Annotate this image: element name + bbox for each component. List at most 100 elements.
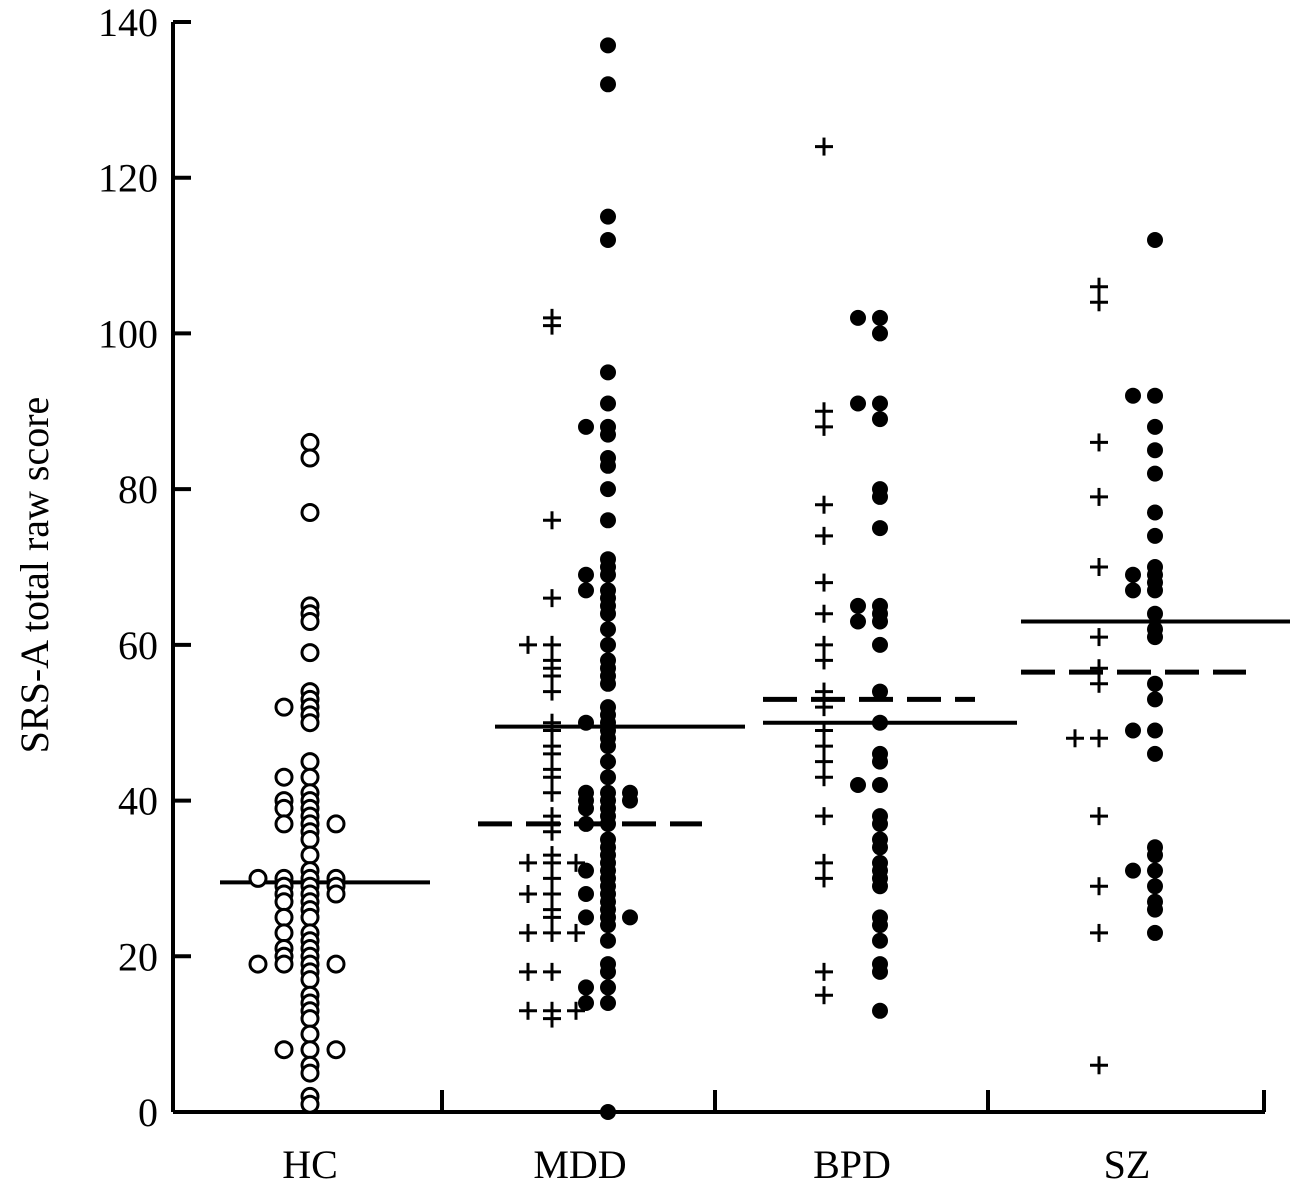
x-tick-label: BPD xyxy=(813,1142,891,1187)
filled-circle-point xyxy=(600,512,616,529)
plus-point xyxy=(1090,433,1108,452)
filled-circle-point xyxy=(872,395,888,412)
filled-circle-point xyxy=(872,309,888,326)
plus-point xyxy=(519,1001,537,1020)
y-tick-label: 80 xyxy=(118,467,158,512)
filled-circle-point xyxy=(600,738,616,755)
filled-circle-point xyxy=(578,800,594,817)
open-circle-point xyxy=(274,1040,294,1060)
plus-point xyxy=(815,604,833,623)
filled-circle-point xyxy=(872,613,888,630)
x-tick-label: MDD xyxy=(533,1142,626,1187)
filled-circle-point xyxy=(578,909,594,926)
filled-circle-point xyxy=(600,395,616,412)
open-circle-point xyxy=(300,752,320,772)
filled-circle-point xyxy=(850,309,866,326)
plus-point xyxy=(815,752,833,771)
filled-circle-point xyxy=(872,520,888,537)
plus-point xyxy=(543,885,561,903)
plus-point xyxy=(1090,674,1108,693)
filled-circle-point xyxy=(1147,582,1163,599)
open-circle-point xyxy=(248,868,268,888)
plus-point xyxy=(567,1001,585,1020)
filled-circle-point xyxy=(872,411,888,428)
axis-layer xyxy=(171,20,1266,1114)
filled-circle-point xyxy=(1147,387,1163,404)
y-tick-label: 40 xyxy=(118,779,158,824)
plus-point xyxy=(543,316,561,335)
open-circle-point xyxy=(274,923,294,943)
y-tick-label: 140 xyxy=(98,0,158,45)
plus-point xyxy=(567,923,585,942)
filled-circle-point xyxy=(872,932,888,949)
open-circle-point xyxy=(300,503,320,522)
filled-circle-point xyxy=(1147,745,1163,762)
open-circle-point xyxy=(300,767,320,787)
filled-circle-point xyxy=(1147,691,1163,708)
marker-layer xyxy=(248,37,1163,1120)
plus-point xyxy=(567,853,585,872)
open-circle-point xyxy=(300,448,320,468)
plus-point xyxy=(815,526,833,545)
plus-point xyxy=(543,635,561,654)
plus-point xyxy=(815,635,833,654)
filled-circle-point xyxy=(600,917,616,934)
filled-circle-point xyxy=(600,559,616,575)
open-circle-point xyxy=(274,814,294,834)
plus-point xyxy=(815,962,833,981)
filled-circle-point xyxy=(600,979,616,996)
y-tick-label: 20 xyxy=(118,934,158,979)
plus-point xyxy=(1066,729,1084,748)
filled-circle-point xyxy=(578,566,594,583)
filled-circle-point xyxy=(872,714,888,731)
open-circle-point xyxy=(326,954,346,974)
plus-point xyxy=(543,962,561,981)
open-circle-point xyxy=(300,713,320,733)
y-tick-label: 120 xyxy=(98,156,158,201)
filled-circle-point xyxy=(872,753,888,770)
plus-point xyxy=(543,511,561,530)
filled-circle-point xyxy=(872,1002,888,1019)
x-tick-label: SZ xyxy=(1104,1142,1151,1187)
filled-circle-point xyxy=(578,886,594,902)
open-circle-point xyxy=(274,798,294,818)
filled-circle-point xyxy=(600,932,616,949)
filled-circle-point xyxy=(1125,566,1141,583)
plus-point xyxy=(815,698,833,717)
open-circle-point xyxy=(274,697,294,717)
open-circle-point xyxy=(300,830,320,849)
open-circle-point xyxy=(248,954,268,974)
y-tick-label: 0 xyxy=(138,1090,158,1135)
plus-point xyxy=(1090,293,1108,312)
plus-point xyxy=(1090,558,1108,576)
plus-point xyxy=(519,853,537,872)
y-tick-label: 60 xyxy=(118,623,158,668)
open-circle-point xyxy=(274,767,294,787)
filled-circle-point xyxy=(1147,862,1163,879)
filled-circle-point xyxy=(850,597,866,614)
plus-point xyxy=(1090,1056,1108,1075)
filled-circle-point xyxy=(872,777,888,793)
plus-point xyxy=(815,573,833,592)
filled-circle-point xyxy=(1125,722,1141,739)
open-circle-point xyxy=(300,432,320,452)
plus-point xyxy=(1090,807,1108,826)
filled-circle-point xyxy=(1147,527,1163,544)
plus-point xyxy=(815,853,833,872)
open-circle-point xyxy=(326,884,346,904)
filled-circle-point xyxy=(1147,878,1163,895)
filled-circle-point xyxy=(1147,605,1163,622)
plus-point xyxy=(815,869,833,888)
plus-point xyxy=(543,744,561,763)
filled-circle-point xyxy=(600,76,616,93)
filled-circle-point xyxy=(622,792,638,809)
filled-circle-point xyxy=(622,909,638,926)
y-axis-label: SRS-A total raw score xyxy=(12,397,57,754)
open-circle-point xyxy=(300,643,320,663)
label-layer: SRS-A total raw score 0 20 40 60 80 100 120 140… xyxy=(12,0,1150,1187)
open-circle-point xyxy=(300,907,320,927)
filled-circle-point xyxy=(1147,442,1163,459)
filled-circle-point xyxy=(578,862,594,879)
filled-circle-point xyxy=(872,815,888,832)
filled-circle-point xyxy=(578,714,594,731)
